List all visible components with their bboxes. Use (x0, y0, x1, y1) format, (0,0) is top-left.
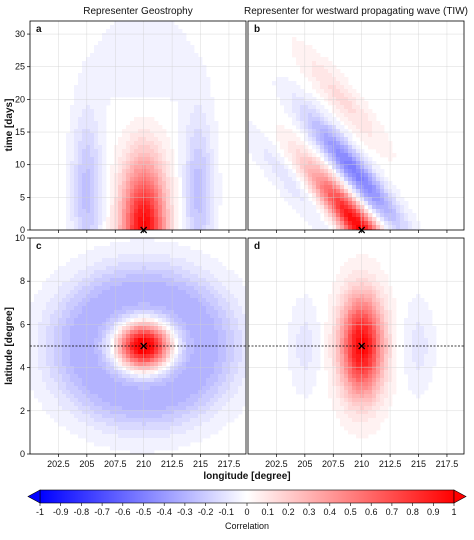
colorbar-tick-label: 0.4 (324, 507, 337, 517)
colorbar-tick-label: 0.3 (303, 507, 316, 517)
x-tick-label: 217.5 (218, 459, 241, 469)
colorbar-tick-label: -0.8 (74, 507, 90, 517)
y-tick-label: 30 (15, 29, 25, 39)
x-tick-label: 210 (136, 459, 151, 469)
y-tick-label: 15 (15, 127, 25, 137)
colorbar-tick-label: -0.5 (136, 507, 152, 517)
colorbar-tick-label: 0.5 (344, 507, 357, 517)
colorbar-tick-label: 0.8 (406, 507, 419, 517)
colorbar-ticks: -1 -0.9 -0.8 -0.7 -0.6 -0.5 -0.4 -0.3 -0.2 -0.1 0 0… (36, 503, 457, 517)
y-tick-label: 6 (20, 319, 25, 329)
title-panel-a: Representer Geostrophy (83, 6, 193, 17)
ylabel-time: time [days] (4, 99, 15, 152)
panel-letter-c: c (36, 241, 42, 252)
y-tick-label: 2 (20, 406, 25, 416)
y-tick-label: 25 (15, 62, 25, 72)
title-panel-b: Representer for westward propagating wav… (244, 6, 468, 17)
x-tick-label: 212.5 (379, 459, 402, 469)
colorbar-tick-label: -1 (36, 507, 44, 517)
x-tick-label: 205 (79, 459, 94, 469)
panel-letter-d: d (254, 241, 260, 252)
field-panel-b (248, 37, 424, 233)
colorbar-tick-label: 0.7 (386, 507, 399, 517)
colorbar-tick-label: -0.6 (115, 507, 131, 517)
panel-letter-a: a (36, 24, 42, 35)
colorbar-arrow-right (454, 490, 466, 503)
colorbar-tick-label: 0.1 (261, 507, 274, 517)
ylabel-latitude: latitude [degree] (4, 307, 15, 385)
y-tick-label: 10 (15, 160, 25, 170)
colorbar-tick-label: 0.2 (282, 507, 295, 517)
colorbar-tick-label: -0.2 (198, 507, 214, 517)
colorbar-arrow-left (28, 490, 40, 503)
xlabel-longitude: longitude [degree] (203, 471, 290, 482)
x-tick-label: 207.5 (104, 459, 127, 469)
y-tick-label: 10 (15, 233, 25, 243)
colorbar-tick-label: -0.9 (53, 507, 69, 517)
y-tick-label: 8 (20, 276, 25, 286)
x-tick-label: 205 (297, 459, 312, 469)
colorbar-tick-label: 1 (451, 507, 456, 517)
x-tick-label: 207.5 (322, 459, 345, 469)
colorbar-tick-label: -0.1 (219, 507, 235, 517)
colorbar: -1 -0.9 -0.8 -0.7 -0.6 -0.5 -0.4 -0.3 -0.2 -0.1 0 0… (28, 490, 466, 531)
panel-letter-b: b (254, 24, 260, 35)
colorbar-tick-label: -0.4 (156, 507, 172, 517)
y-tick-label: 4 (20, 363, 25, 373)
y-tick-label: 5 (20, 192, 25, 202)
colorbar-tick-label: 0 (244, 507, 249, 517)
x-tick-label: 215 (193, 459, 208, 469)
colorbar-tick-label: -0.7 (94, 507, 110, 517)
x-tick-label: 202.5 (265, 459, 288, 469)
y-tick-label: 20 (15, 94, 25, 104)
y-tick-label: 0 (20, 449, 25, 459)
x-tick-label: 215 (411, 459, 426, 469)
x-tick-label: 217.5 (436, 459, 459, 469)
x-tick-label: 210 (354, 459, 369, 469)
colorbar-tick-label: 0.6 (365, 507, 378, 517)
colorbar-label: Correlation (225, 521, 269, 531)
colorbar-tick-label: -0.3 (177, 507, 193, 517)
x-tick-label: 212.5 (161, 459, 184, 469)
colorbar-body (40, 490, 454, 503)
field-panel-a (66, 21, 222, 233)
colorbar-tick-label: 0.9 (427, 507, 440, 517)
x-tick-label: 202.5 (47, 459, 70, 469)
